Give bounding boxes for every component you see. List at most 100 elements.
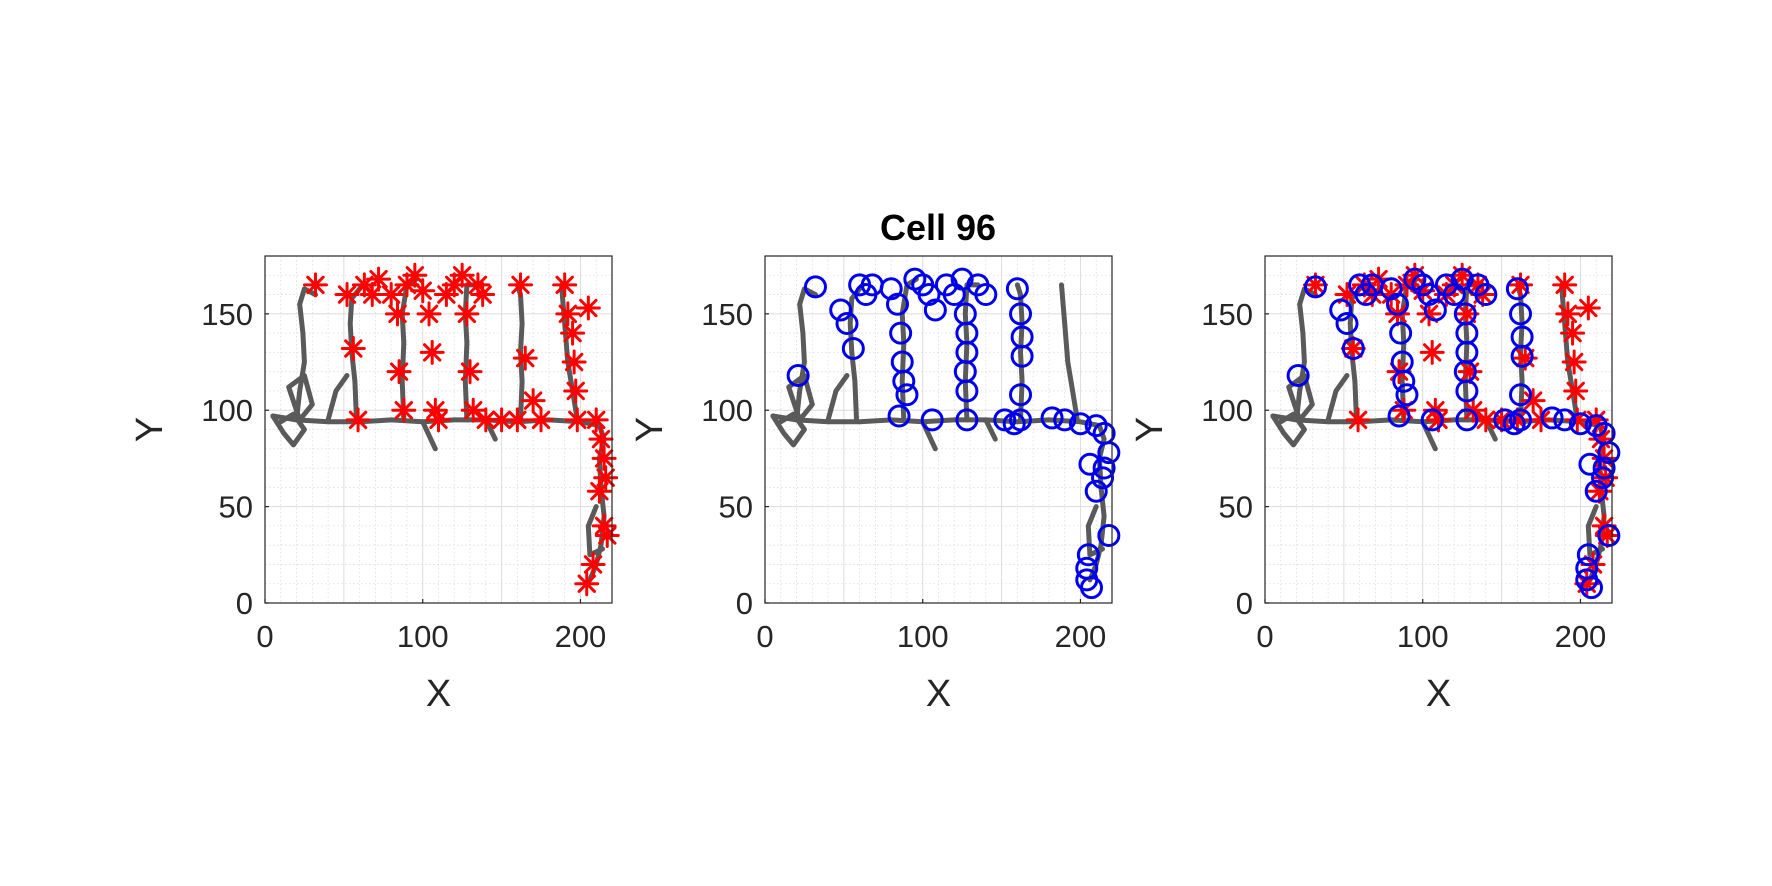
data-point-asterisk (391, 397, 417, 423)
data-point-circle (1420, 408, 1444, 432)
data-point-circle (1474, 283, 1498, 307)
data-point-asterisk (1340, 336, 1366, 362)
trajectory-path (270, 411, 307, 448)
data-point-circle (1578, 452, 1602, 476)
data-point-circle (950, 267, 974, 291)
data-point-circle (1509, 408, 1533, 432)
y-tick-label: 0 (1236, 586, 1253, 621)
data-point-circle (1286, 364, 1310, 388)
x-tick-label: 0 (756, 619, 773, 654)
panel-1: 0 100 200 0 50 100 150 X Y (129, 255, 620, 715)
data-point-asterisk (563, 378, 589, 404)
data-point-circle (803, 275, 827, 299)
data-point-asterisk (594, 523, 620, 549)
trajectory-path (347, 282, 366, 423)
data-point-asterisk (1508, 272, 1534, 298)
data-point-circle (1509, 383, 1533, 407)
data-point-asterisk (574, 571, 600, 597)
data-point-circle (1084, 414, 1108, 438)
trajectory-path (286, 373, 315, 423)
y-tick-label: 50 (719, 490, 753, 525)
trajectory-path (899, 276, 919, 423)
data-point-circle (1053, 408, 1077, 432)
data-point-asterisk (1560, 320, 1586, 346)
trajectory-path (585, 504, 605, 558)
series-asterisk (302, 262, 620, 597)
data-point-asterisk (1555, 301, 1581, 327)
x-tick-label: 100 (1397, 619, 1449, 654)
data-point-circle (1387, 404, 1411, 428)
x-tick-label: 0 (1256, 619, 1273, 654)
data-point-circle (1092, 456, 1116, 480)
trajectory-path (1286, 373, 1315, 423)
data-point-circle (895, 383, 919, 407)
data-point-circle (1576, 543, 1600, 567)
data-point-circle (1455, 379, 1479, 403)
data-point-asterisk (460, 397, 486, 423)
data-point-circle (1009, 383, 1033, 407)
data-point-asterisk (520, 388, 546, 414)
data-point-circle (1379, 277, 1403, 301)
data-point-circle (829, 298, 853, 322)
data-point-circle (1335, 311, 1359, 335)
trajectory-path (770, 413, 1107, 583)
data-point-circle (841, 337, 865, 361)
data-point-circle (1009, 408, 1033, 432)
data-point-circle (1592, 456, 1616, 480)
y-tick-label: 100 (1201, 393, 1253, 428)
data-point-asterisk (508, 272, 534, 298)
data-point-asterisk (334, 282, 360, 308)
data-point-asterisk (473, 407, 499, 433)
trajectory-path (1085, 504, 1105, 558)
trajectory-path (770, 411, 807, 448)
data-point-asterisk (561, 349, 587, 375)
y-tick-label: 100 (701, 393, 753, 428)
data-point-asterisk (1345, 407, 1371, 433)
data-point-circle (1455, 408, 1479, 432)
trajectory-path (1585, 504, 1605, 558)
y-tick-label: 150 (201, 297, 253, 332)
x-tick-label: 200 (1555, 619, 1607, 654)
data-point-asterisk (384, 301, 410, 327)
data-point-asterisk (366, 266, 392, 292)
data-point-circle (1389, 321, 1413, 345)
data-point-circle (917, 283, 941, 307)
data-point-circle (1579, 576, 1603, 600)
x-axis-label: X (1426, 673, 1451, 715)
data-point-circle (1097, 524, 1121, 548)
data-point-asterisk (1563, 378, 1589, 404)
data-point-circle (1385, 292, 1409, 316)
x-tick-label: 100 (397, 619, 449, 654)
data-point-circle (1584, 414, 1608, 438)
trajectory-path (1059, 282, 1080, 423)
data-point-circle (1505, 277, 1529, 301)
data-point-circle (1076, 543, 1100, 567)
data-point-circle (1584, 479, 1608, 503)
data-point-circle (889, 321, 913, 345)
data-point-circle (955, 379, 979, 403)
trajectory-path (325, 373, 350, 423)
data-point-asterisk (560, 320, 586, 346)
data-point-asterisk (588, 426, 614, 452)
data-point-asterisk (410, 278, 436, 304)
data-point-asterisk (426, 407, 451, 433)
data-point-asterisk (378, 282, 404, 308)
data-point-circle (1068, 412, 1092, 436)
y-tick-label: 0 (736, 586, 753, 621)
data-point-circle (887, 404, 911, 428)
data-point-asterisk (416, 301, 442, 327)
y-tick-label: 150 (701, 297, 753, 332)
data-point-asterisk (340, 336, 366, 362)
data-point-asterisk (470, 282, 496, 308)
x-axis-label: X (426, 673, 451, 715)
data-point-asterisk (345, 407, 371, 433)
data-point-asterisk (386, 359, 412, 385)
data-point-circle (1510, 344, 1534, 368)
series-circle (1286, 267, 1621, 600)
data-point-circle (974, 283, 998, 307)
y-tick-label: 100 (201, 393, 253, 428)
data-point-asterisk (552, 272, 578, 298)
trajectory-path (825, 373, 850, 423)
data-point-circle (1097, 441, 1121, 465)
data-point-circle (892, 369, 916, 393)
